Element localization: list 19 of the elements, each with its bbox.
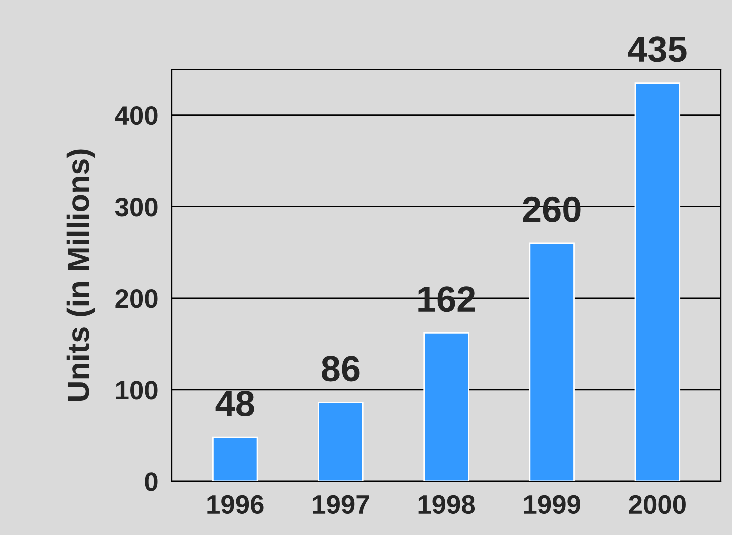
y-tick-label: 100	[116, 381, 158, 400]
y-tick-label: 0	[145, 472, 158, 492]
x-tick-label: 1996	[208, 495, 264, 514]
data-label: 435	[628, 36, 687, 62]
x-tick-label: 2000	[629, 495, 686, 514]
bar	[318, 402, 364, 482]
x-tick-label: 1998	[418, 495, 476, 514]
y-tick-label: 200	[116, 290, 158, 308]
bar	[529, 242, 575, 482]
x-tick-label: 1999	[524, 495, 580, 514]
bar	[634, 82, 681, 482]
bar	[212, 436, 258, 482]
data-label: 48	[216, 390, 254, 417]
data-label: 86	[322, 356, 360, 382]
y-tick-label: 400	[115, 106, 158, 126]
bar	[424, 332, 470, 482]
y-tick-label: 300	[115, 198, 158, 217]
y-axis-title: Units (in Millions)	[66, 150, 96, 401]
x-tick-label: 1997	[313, 495, 370, 514]
